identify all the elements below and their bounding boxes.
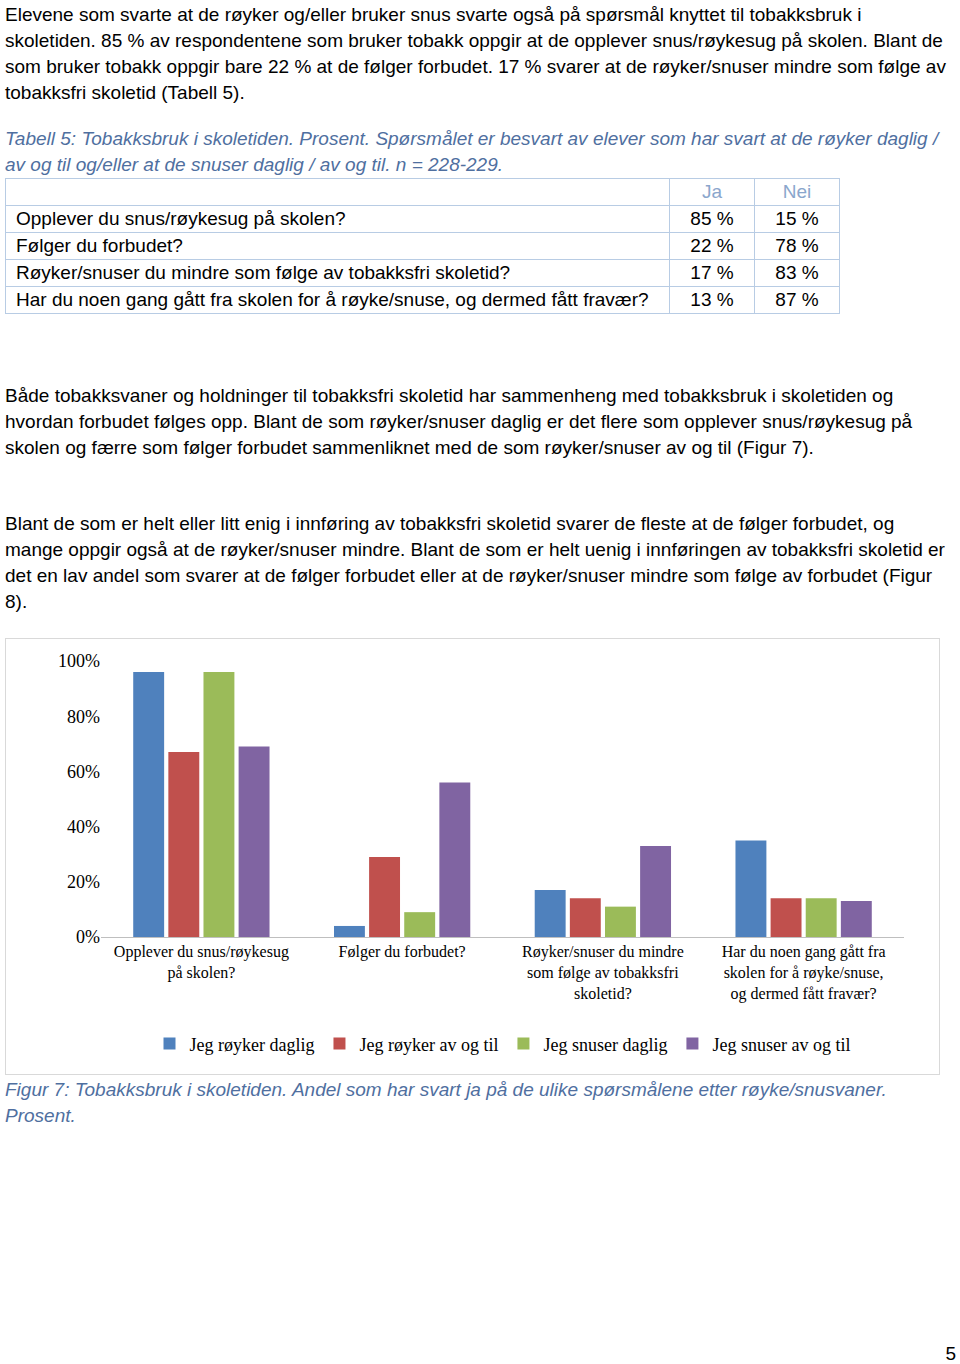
html-text:Opplever du snus/røykesug på s: Opplever du snus/røykesug på skolen?: [16, 208, 346, 229]
svg-text:Opplever du snus/røykesugpå sk: Opplever du snus/røykesugpå skolen?: [114, 943, 289, 982]
html-text:Elevene som svarte at de røyke: Elevene som svarte at de røyker og/eller…: [5, 4, 946, 103]
html-text:Både tobakksvaner og holdninge: Både tobakksvaner og holdninger til toba…: [5, 385, 913, 458]
html-text:Nei: Nei: [782, 181, 812, 202]
html-text:83 %: 83 %: [775, 262, 819, 283]
html-text:15 %: 15 %: [775, 208, 819, 229]
svg-text:Jeg snuser av og til: Jeg snuser av og til: [712, 1035, 850, 1055]
svg-text:Har du noen gang gått fraskole: Har du noen gang gått fraskolen for å rø…: [722, 943, 886, 1003]
svg-text:40%: 40%: [67, 817, 100, 837]
html-text:17 %: 17 %: [690, 262, 734, 283]
html-text:Figur 7: Tobakksbruk i skoleti: Figur 7: Tobakksbruk i skoletiden. Andel…: [5, 1079, 887, 1126]
html-text:Røyker/snuser du mindre som fø: Røyker/snuser du mindre som følge av tob…: [16, 262, 511, 283]
svg-text:80%: 80%: [67, 707, 100, 727]
html-text:5: 5: [945, 1343, 956, 1364]
svg-text:0%: 0%: [76, 927, 100, 947]
svg-text:Jeg snuser daglig: Jeg snuser daglig: [543, 1035, 667, 1055]
svg-text:Jeg røyker av og til: Jeg røyker av og til: [359, 1035, 498, 1055]
html-text:Har du noen gang gått fra skol: Har du noen gang gått fra skolen for å r…: [16, 289, 649, 310]
html-text:87 %: 87 %: [775, 289, 819, 310]
svg-text:100%: 100%: [58, 651, 100, 671]
svg-text:Røyker/snuser du mindresom føl: Røyker/snuser du mindresom følge av toba…: [522, 943, 684, 1002]
html-text:22 %: 22 %: [690, 235, 734, 256]
svg-text:Følger du forbudet?: Følger du forbudet?: [339, 943, 466, 961]
svg-text:Jeg røyker daglig: Jeg røyker daglig: [190, 1035, 315, 1055]
html-text:13 %: 13 %: [690, 289, 734, 310]
html-text:Ja: Ja: [702, 181, 722, 202]
html-text:78 %: 78 %: [775, 235, 819, 256]
html-text:Følger du forbudet?: Følger du forbudet?: [16, 235, 183, 256]
html-text:85 %: 85 %: [690, 208, 734, 229]
svg-text:20%: 20%: [67, 872, 100, 892]
svg-text:60%: 60%: [67, 762, 100, 782]
html-text:Blant de som er helt eller lit: Blant de som er helt eller litt enig i i…: [5, 513, 945, 612]
html-text:Tabell 5: Tobakksbruk i skolet: Tabell 5: Tobakksbruk i skoletiden. Pros…: [5, 128, 939, 175]
